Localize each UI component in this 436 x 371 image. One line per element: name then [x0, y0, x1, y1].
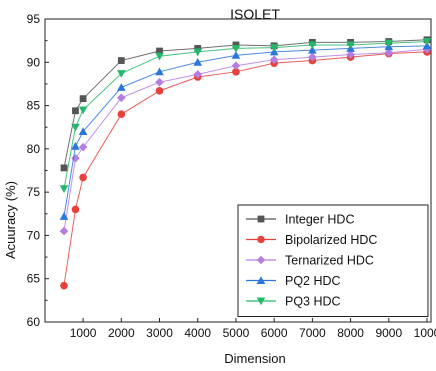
data-point	[156, 47, 163, 55]
data-point	[117, 70, 126, 78]
data-point	[117, 110, 126, 119]
data-point	[193, 48, 203, 57]
y-tick-label: 95	[27, 12, 41, 26]
data-point	[269, 55, 279, 64]
legend-marker	[256, 255, 266, 265]
data-point	[155, 67, 164, 76]
y-tick-label: 75	[27, 185, 41, 199]
x-tick-label: 8000	[337, 326, 364, 340]
x-tick-label: 2000	[108, 326, 135, 340]
series-layer	[59, 36, 432, 290]
series-pq3-hdc	[59, 38, 432, 193]
data-point	[384, 48, 394, 58]
data-point	[231, 61, 241, 71]
y-tick-label: 70	[27, 228, 41, 242]
x-tick-label: 1000	[414, 326, 436, 340]
y-axis: 60 65 70 75 80 85 90 95	[27, 12, 49, 329]
data-point	[78, 106, 88, 115]
legend-label: Integer HDC	[285, 213, 354, 227]
x-tick-label: 6000	[261, 326, 288, 340]
data-point	[232, 68, 240, 76]
data-point	[72, 107, 79, 115]
legend-item: Integer HDC	[246, 213, 354, 227]
y-axis-title: Acuuracy (%)	[3, 181, 18, 259]
series-ternarized-hdc	[59, 45, 432, 236]
data-point	[78, 127, 88, 135]
data-point	[60, 164, 68, 172]
data-point	[384, 39, 394, 48]
data-point	[71, 123, 80, 132]
x-axis: 1000 2000 3000 4000 5000 6000 7000 8000 9000 1000	[70, 318, 436, 340]
legend-box	[237, 204, 429, 317]
data-point	[346, 50, 355, 59]
data-point	[346, 41, 355, 50]
data-point	[308, 45, 317, 54]
y-tick-label: 60	[27, 315, 41, 329]
legend-marker	[256, 276, 266, 284]
series-line	[63, 51, 428, 286]
legend-label: Bipolarized HDC	[285, 233, 377, 247]
y-tick-label: 80	[27, 142, 41, 156]
y-tick-label: 85	[27, 99, 41, 113]
legend-label: PQ3 HDC	[285, 295, 341, 309]
x-tick-label: 4000	[184, 326, 211, 340]
chart-title: ISOLET	[230, 6, 280, 22]
data-point	[117, 83, 126, 91]
data-point	[232, 41, 240, 49]
x-tick-label: 7000	[299, 326, 326, 340]
data-point	[269, 44, 279, 52]
data-point	[422, 38, 432, 46]
legend: Integer HDC Bipolarized HDC Ternarized HDC…	[237, 204, 429, 317]
data-point	[308, 41, 317, 50]
data-point	[308, 52, 317, 62]
data-point	[78, 142, 88, 152]
data-point	[155, 77, 164, 87]
data-point	[79, 95, 87, 103]
data-point	[194, 45, 202, 52]
legend-marker	[257, 235, 265, 244]
data-point	[71, 154, 80, 163]
legend-item: PQ2 HDC	[246, 274, 341, 288]
x-tick-label: 1000	[70, 326, 97, 340]
series-pq2-hdc	[59, 41, 432, 220]
data-point	[155, 87, 164, 95]
x-axis-title: Dimension	[224, 351, 285, 366]
legend-label: PQ2 HDC	[285, 274, 341, 288]
legend-marker	[257, 215, 265, 223]
data-point	[193, 57, 203, 66]
data-point	[231, 44, 241, 53]
y-tick-label: 65	[27, 272, 41, 286]
data-point	[71, 141, 80, 150]
data-point	[193, 70, 203, 79]
series-line	[63, 41, 428, 189]
data-point	[59, 185, 69, 193]
x-tick-label: 3000	[146, 326, 173, 340]
legend-item: Ternarized HDC	[246, 254, 374, 268]
data-point	[60, 281, 68, 290]
legend-item: PQ3 HDC	[246, 295, 341, 309]
data-point	[79, 173, 87, 182]
x-tick-label: 5000	[223, 326, 250, 340]
y-tick-label: 90	[27, 55, 41, 69]
data-point	[71, 205, 80, 214]
data-point	[59, 212, 69, 220]
data-point	[59, 226, 69, 236]
legend-label: Ternarized HDC	[285, 254, 374, 268]
x-tick-label: 9000	[375, 326, 402, 340]
data-point	[231, 51, 241, 59]
legend-marker	[256, 297, 266, 306]
data-point	[155, 52, 164, 61]
data-point	[117, 57, 125, 64]
legend-item: Bipolarized HDC	[246, 233, 377, 247]
data-point	[117, 93, 126, 103]
